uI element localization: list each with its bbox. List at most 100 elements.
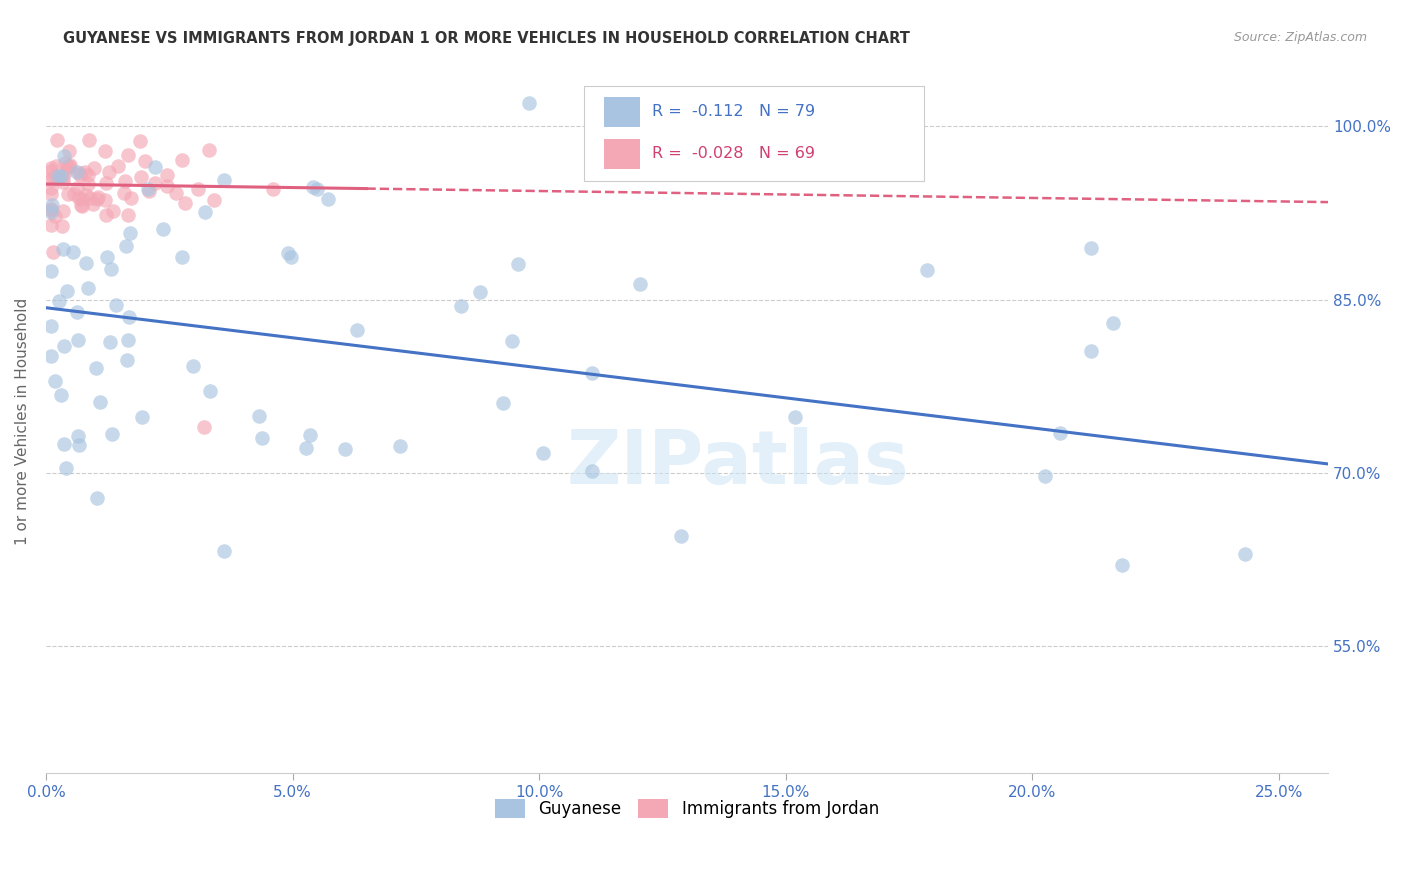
Point <box>72 192 94 206</box>
Point <box>129 169 152 184</box>
Point <box>62 187 84 202</box>
Point <box>58 160 80 174</box>
Point <box>1111 558 1133 573</box>
Point <box>98 334 121 349</box>
Text: Source: ZipAtlas.com: Source: ZipAtlas.com <box>1233 31 1367 45</box>
Point <box>450 299 472 313</box>
Point <box>250 431 273 445</box>
Point <box>1049 426 1071 441</box>
Point <box>134 154 156 169</box>
Point <box>1080 343 1102 358</box>
Legend: Guyanese, Immigrants from Jordan: Guyanese, Immigrants from Jordan <box>488 792 886 825</box>
Point <box>117 333 139 347</box>
Point <box>307 182 329 196</box>
Point <box>67 333 90 347</box>
Point <box>101 426 124 441</box>
Point <box>96 250 118 264</box>
Point <box>52 171 75 186</box>
Point <box>101 204 124 219</box>
Point <box>181 359 204 373</box>
Point <box>295 442 318 456</box>
Point <box>114 174 136 188</box>
Point <box>669 528 692 542</box>
Point <box>346 323 368 337</box>
Point <box>69 168 91 182</box>
Point <box>468 285 491 300</box>
Point <box>143 160 166 174</box>
Point <box>42 244 65 259</box>
Point <box>298 428 321 442</box>
Point <box>52 149 75 163</box>
Point <box>280 250 302 264</box>
Point <box>94 208 117 222</box>
Point <box>198 143 221 157</box>
Point <box>39 173 62 187</box>
Point <box>129 134 152 148</box>
Point <box>202 193 225 207</box>
Point <box>492 395 515 409</box>
Point <box>56 160 79 174</box>
Point <box>44 209 66 223</box>
Point <box>53 437 76 451</box>
Point <box>785 410 807 425</box>
Point <box>117 148 139 162</box>
Point <box>39 318 62 333</box>
Point <box>170 153 193 167</box>
Point <box>39 187 62 202</box>
Point <box>333 442 356 456</box>
Point <box>52 242 75 256</box>
Point <box>94 177 117 191</box>
Point <box>501 334 523 348</box>
Point <box>39 218 62 232</box>
Point <box>79 191 101 205</box>
Point <box>39 164 62 178</box>
Point <box>1101 316 1123 330</box>
Point <box>67 438 90 452</box>
Point <box>45 160 67 174</box>
Point <box>62 245 84 260</box>
Point <box>49 387 72 401</box>
Point <box>59 158 82 172</box>
Point <box>93 193 115 207</box>
Point <box>389 439 412 453</box>
Point <box>82 197 104 211</box>
Point <box>86 491 108 505</box>
Point <box>172 250 194 264</box>
Point <box>187 181 209 195</box>
Point <box>73 165 96 179</box>
Point <box>628 277 651 292</box>
Point <box>52 175 75 189</box>
Point <box>155 178 177 193</box>
Point <box>65 305 87 319</box>
Point <box>39 202 62 217</box>
Point <box>193 205 215 219</box>
Point <box>44 374 66 388</box>
Point <box>531 446 554 460</box>
Point <box>49 169 72 183</box>
Point <box>94 144 117 158</box>
Point <box>39 349 62 363</box>
Text: R =  -0.112   N = 79: R = -0.112 N = 79 <box>652 104 815 120</box>
Point <box>165 186 187 200</box>
Point <box>915 262 938 277</box>
Point <box>58 145 80 159</box>
Y-axis label: 1 or more Vehicles in Household: 1 or more Vehicles in Household <box>15 297 30 545</box>
Point <box>302 180 325 194</box>
Point <box>53 156 76 170</box>
Point <box>105 298 128 312</box>
Point <box>198 384 221 398</box>
Point <box>66 165 89 179</box>
Point <box>316 193 339 207</box>
Point <box>118 310 141 325</box>
Point <box>98 165 121 179</box>
Point <box>41 169 63 184</box>
Point <box>52 338 75 352</box>
Point <box>39 161 62 175</box>
Text: GUYANESE VS IMMIGRANTS FROM JORDAN 1 OR MORE VEHICLES IN HOUSEHOLD CORRELATION C: GUYANESE VS IMMIGRANTS FROM JORDAN 1 OR … <box>63 31 910 46</box>
Point <box>69 166 91 180</box>
Point <box>193 419 215 434</box>
Point <box>46 170 69 185</box>
Point <box>84 361 107 376</box>
Point <box>87 190 110 204</box>
Point <box>1080 241 1102 255</box>
